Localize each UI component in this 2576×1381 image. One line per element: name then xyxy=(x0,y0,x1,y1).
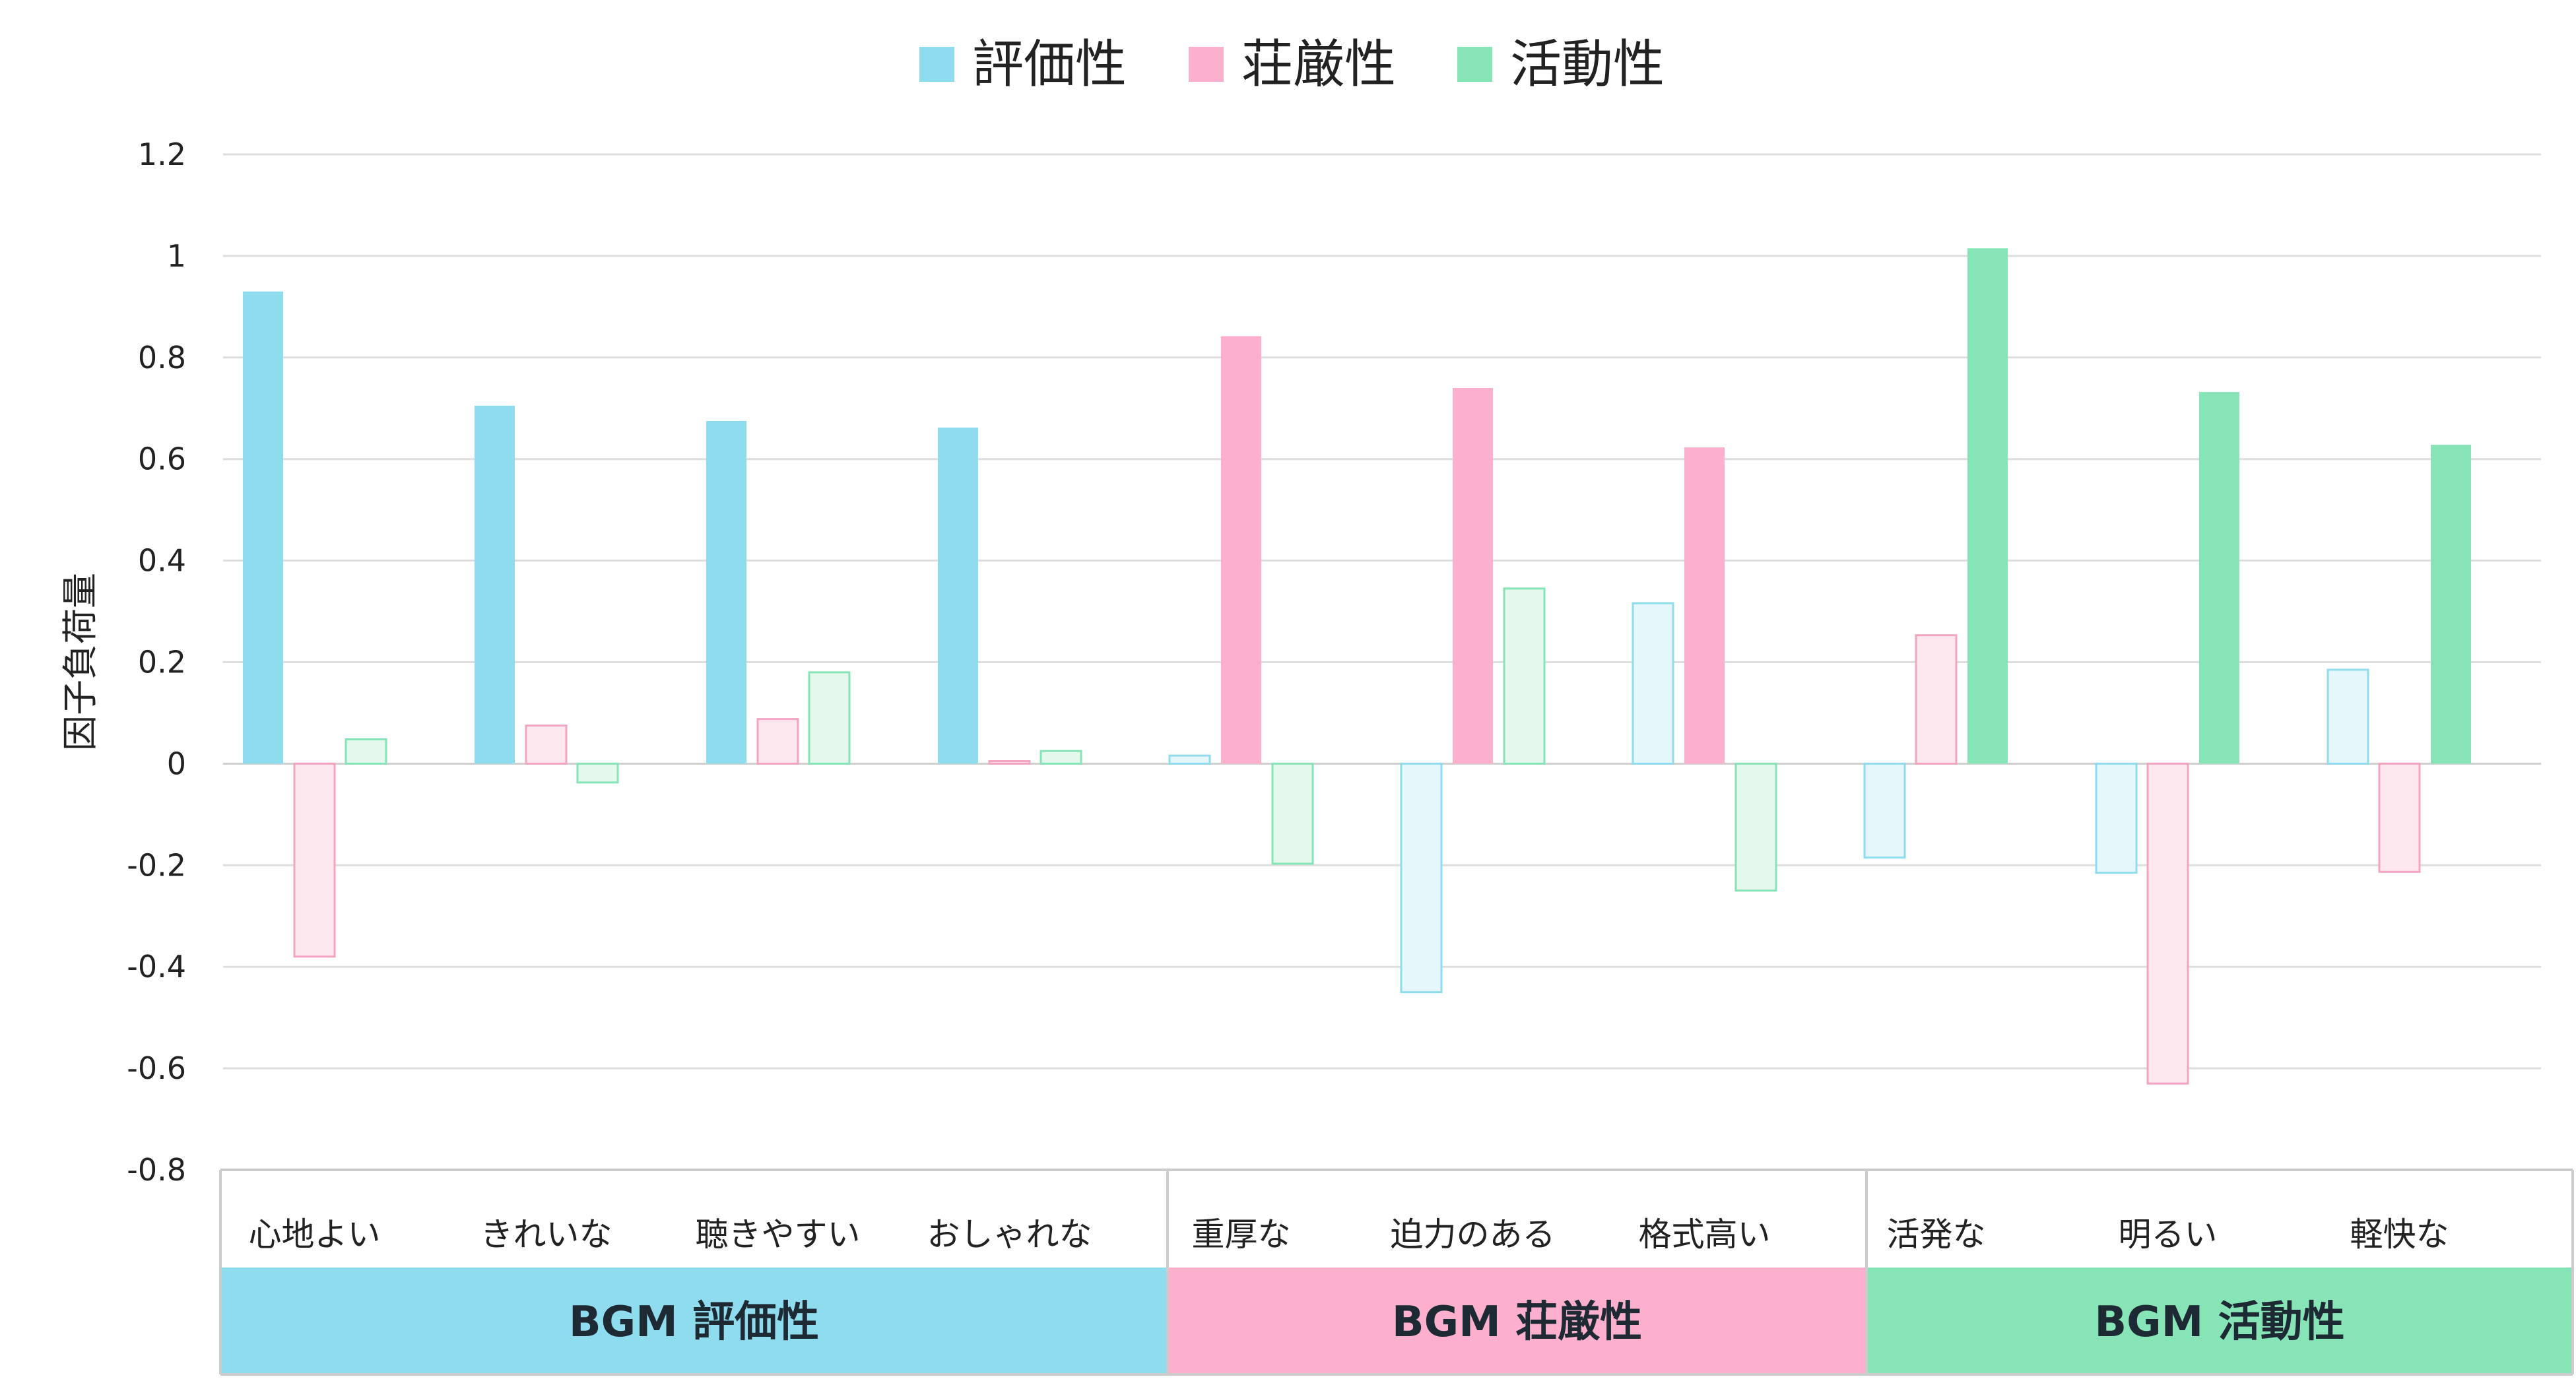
bar-solemnity xyxy=(756,718,799,765)
group-label: BGM 評価性 xyxy=(569,1298,819,1347)
bar-evaluation xyxy=(243,291,283,764)
category-label: 明るい xyxy=(2119,1215,2218,1254)
y-tick-label: -0.6 xyxy=(127,1050,186,1086)
bar-evaluation xyxy=(706,420,746,764)
y-tick-label: 1 xyxy=(167,238,186,274)
bar-solemnity xyxy=(2146,762,2189,1085)
y-tick-label: 0.8 xyxy=(138,340,186,375)
bar-evaluation xyxy=(1168,754,1211,765)
bar-activity xyxy=(2431,445,2471,764)
bar-activity xyxy=(1271,762,1314,865)
category-label: 迫力のある xyxy=(1391,1215,1556,1254)
group-banner xyxy=(1169,1268,1865,1373)
bar-evaluation xyxy=(938,427,978,764)
bar-activity xyxy=(1040,750,1082,765)
group-banner xyxy=(1868,1268,2571,1373)
legend-swatch xyxy=(1457,47,1492,82)
legend-swatch xyxy=(919,47,954,82)
y-tick-label: -0.2 xyxy=(127,847,186,883)
bar-solemnity xyxy=(2378,762,2421,873)
y-axis-label: 因子負荷量 xyxy=(59,573,101,751)
y-tick-label: -0.4 xyxy=(127,949,186,984)
bar-evaluation xyxy=(475,405,515,764)
legend-label: 活動性 xyxy=(1510,35,1665,94)
bar-solemnity xyxy=(988,760,1031,765)
bar-solemnity xyxy=(293,762,336,958)
category-label: きれいな xyxy=(480,1215,612,1254)
bar-evaluation xyxy=(1863,762,1906,859)
bar-activity xyxy=(345,738,387,765)
category-label: 重厚な xyxy=(1192,1215,1291,1254)
category-label: 聴きやすい xyxy=(696,1215,861,1254)
bar-solemnity xyxy=(525,724,568,765)
y-tick-label: 0.2 xyxy=(138,645,186,680)
group-banner xyxy=(222,1268,1166,1373)
bar-activity xyxy=(1967,248,2008,764)
bar-evaluation xyxy=(2327,668,2369,765)
y-tick-label: 0.4 xyxy=(138,543,186,579)
legend-swatch xyxy=(1189,47,1224,82)
bar-solemnity xyxy=(1221,336,1261,764)
y-tick-label: -0.8 xyxy=(127,1152,186,1188)
bar-evaluation xyxy=(2095,762,2138,874)
bar-activity xyxy=(576,762,619,784)
bar-activity xyxy=(1503,587,1546,765)
y-tick-label: 0 xyxy=(167,746,186,781)
group-label: BGM 活動性 xyxy=(2094,1298,2344,1347)
bar-activity xyxy=(808,671,851,765)
y-tick-label: 1.2 xyxy=(138,137,186,172)
legend-label: 評価性 xyxy=(972,35,1127,94)
category-label: 軽快な xyxy=(2350,1215,2449,1254)
category-label: 活発な xyxy=(1887,1215,1986,1254)
legend-label: 荘厳性 xyxy=(1241,35,1396,94)
category-label: 心地よい xyxy=(249,1215,381,1254)
category-label: おしゃれな xyxy=(927,1215,1092,1254)
category-label: 格式高い xyxy=(1639,1215,1771,1254)
bar-activity xyxy=(1734,762,1777,892)
bar-evaluation xyxy=(1400,762,1443,994)
bar-solemnity xyxy=(1453,387,1493,764)
y-tick-label: 0.6 xyxy=(138,441,186,477)
bar-evaluation xyxy=(1632,602,1674,765)
bar-solemnity xyxy=(1915,634,1958,765)
bar-activity xyxy=(2199,392,2239,764)
bar-solemnity xyxy=(1684,447,1725,764)
group-label: BGM 荘厳性 xyxy=(1392,1298,1642,1347)
